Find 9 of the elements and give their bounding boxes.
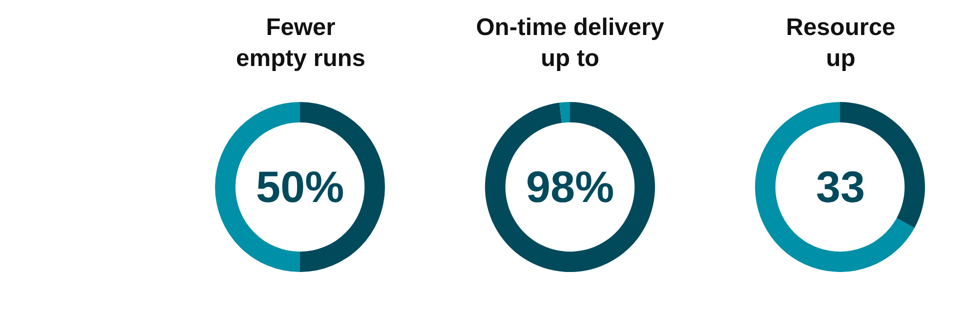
text: 98% (526, 163, 614, 212)
text: 33 (816, 163, 865, 212)
chart-title: Fewer empty runs (236, 14, 366, 72)
chart-title: Resource up (786, 14, 896, 72)
donut-slice (755, 102, 914, 272)
donut-slice (559, 102, 570, 123)
donut-slice (485, 102, 655, 272)
chart-title: On-time delivery up to (476, 14, 665, 72)
text: 50% (256, 163, 344, 212)
